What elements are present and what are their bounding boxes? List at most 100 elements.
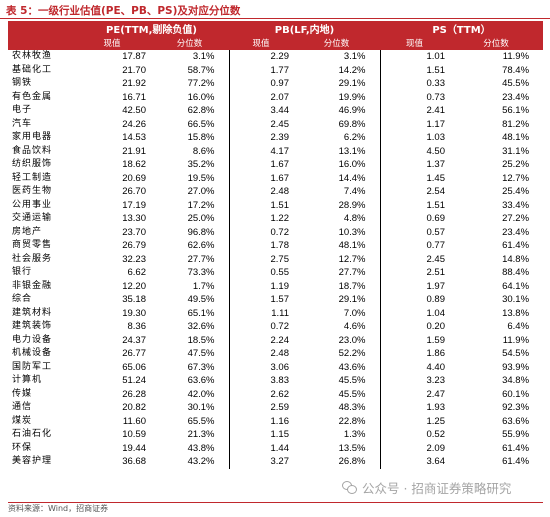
wechat-icon [342,480,358,494]
ps-value-cell: 1.25 [379,414,449,428]
pb-value-cell: 2.75 [228,252,293,266]
pe-value-cell: 26.28 [122,388,146,400]
pb-percentile-cell: 69.8% [338,118,366,130]
ps-percentile-cell: 54.5% [502,348,530,359]
header-pe-percentile: 分位数 [150,36,229,50]
table-row: 轻工制造 20.69 19.5% 1.67 14.4% 1.45 12.7% [8,171,543,185]
ps-percentile-cell: 48.1% [502,132,530,143]
industry-cell: 商贸零售 [12,240,53,250]
pe-value-cell: 26.70 [122,186,146,197]
pb-value-cell: 4.17 [228,144,293,158]
pe-value-cell: 10.59 [122,429,146,440]
ps-value-cell: 1.01 [379,50,449,64]
table-row: 基础化工 21.70 58.7% 1.77 14.2% 1.51 78.4% [8,63,543,77]
pb-value-cell: 2.45 [228,117,293,131]
industry-cell: 房地产 [12,226,43,237]
industry-cell: 银行 [12,267,33,277]
industry-cell: 公用事业 [12,199,53,210]
table-row: 家用电器 14.53 15.8% 2.39 6.2% 1.03 48.1% [8,131,543,145]
pb-value-cell: 1.16 [228,414,293,428]
header-ps: PS（TTM） [380,21,544,36]
table-body: 农林牧渔 17.87 3.1% 2.29 3.1% 1.01 11.9% 基础化工 21.70 5… [8,50,543,469]
pe-value-cell: 8.36 [127,321,147,332]
industry-cell: 家用电器 [12,132,53,142]
pb-value-cell: 1.44 [228,441,293,455]
pe-value-cell: 65.06 [122,361,146,373]
pb-value-cell: 1.67 [228,171,293,185]
industry-cell: 有色金属 [12,91,53,102]
ps-value-cell: 2.51 [379,266,449,280]
table-row: 农林牧渔 17.87 3.1% 2.29 3.1% 1.01 11.9% [8,50,543,64]
ps-percentile-cell: 56.1% [502,105,530,116]
pb-value-cell: 3.44 [228,104,293,118]
pe-value-cell: 20.69 [122,172,146,184]
pe-value-cell: 21.92 [122,78,146,89]
table-row: 银行 6.62 73.3% 0.55 27.7% 2.51 88.4% [8,266,543,280]
table-row: 非银金融 12.20 1.7% 1.19 18.7% 1.97 64.1% [8,279,543,293]
industry-cell: 食品饮料 [12,145,53,156]
ps-value-cell: 0.89 [379,293,449,307]
industry-cell: 交通运输 [12,213,53,223]
pb-value-cell: 0.72 [228,225,293,239]
ps-value-cell: 0.33 [379,77,449,91]
industry-cell: 国防军工 [12,361,53,372]
pb-percentile-cell: 14.4% [338,172,366,184]
pe-percentile-cell: 30.1% [187,402,215,413]
header-pe: PE(TTM,剔除负值) [74,21,229,36]
pb-percentile-cell: 48.1% [338,240,366,251]
pb-value-cell: 1.11 [228,306,293,320]
ps-value-cell: 1.51 [379,198,449,212]
pb-value-cell: 1.67 [228,158,293,172]
table-row: 社会服务 32.23 27.7% 2.75 12.7% 2.45 14.8% [8,252,543,266]
ps-percentile-cell: 34.8% [502,375,530,386]
valuation-table: PE(TTM,剔除负值) PB(LF,内地) PS（TTM） 现值 分位数 现值… [8,21,544,469]
table-row: 纺织服饰 18.62 35.2% 1.67 16.0% 1.37 25.2% [8,158,543,172]
ps-percentile-cell: 25.4% [502,186,530,197]
pb-percentile-cell: 7.0% [343,307,366,319]
pb-value-cell: 0.55 [228,266,293,280]
industry-cell: 轻工制造 [12,172,53,183]
pe-value-cell: 18.62 [122,159,146,170]
pe-value-cell: 16.71 [122,91,146,103]
ps-percentile-cell: 11.9% [502,334,530,346]
ps-percentile-cell: 81.2% [502,118,530,130]
pb-value-cell: 3.83 [228,374,293,388]
table-row: 商贸零售 26.79 62.6% 1.78 48.1% 0.77 61.4% [8,239,543,253]
ps-percentile-cell: 33.4% [502,199,530,211]
pb-value-cell: 1.22 [228,212,293,226]
pb-percentile-cell: 13.1% [338,145,366,157]
pb-value-cell: 0.97 [228,77,293,91]
pe-value-cell: 23.70 [122,226,146,238]
pb-percentile-cell: 28.9% [338,199,366,211]
pe-value-cell: 17.87 [122,51,146,62]
pe-percentile-cell: 47.5% [187,348,215,359]
pe-percentile-cell: 43.2% [187,456,215,467]
header-pb-current: 现值 [229,36,293,50]
ps-value-cell: 0.20 [379,320,449,334]
pe-value-cell: 21.70 [122,64,146,76]
pe-percentile-cell: 73.3% [187,267,215,278]
pe-percentile-cell: 35.2% [187,159,215,170]
pe-value-cell: 26.79 [122,240,146,251]
ps-value-cell: 1.86 [379,347,449,361]
pe-value-cell: 13.30 [122,213,146,224]
ps-value-cell: 1.59 [379,333,449,347]
pb-value-cell: 2.07 [228,90,293,104]
table-row: 交通运输 13.30 25.0% 1.22 4.8% 0.69 27.2% [8,212,543,226]
ps-value-cell: 1.17 [379,117,449,131]
pe-percentile-cell: 16.0% [187,91,215,103]
ps-percentile-cell: 27.2% [502,213,530,224]
pe-percentile-cell: 66.5% [187,118,215,130]
pe-percentile-cell: 21.3% [187,429,215,440]
pe-value-cell: 32.23 [122,253,146,265]
pe-percentile-cell: 49.5% [187,294,215,305]
pb-percentile-cell: 4.8% [343,213,366,224]
industry-cell: 基础化工 [12,64,53,75]
pe-value-cell: 19.44 [122,442,146,454]
pb-percentile-cell: 27.7% [338,267,366,278]
pe-percentile-cell: 18.5% [187,334,215,346]
pe-percentile-cell: 27.7% [187,253,215,265]
industry-cell: 电子 [12,105,33,115]
pe-percentile-cell: 65.5% [187,415,215,427]
pe-value-cell: 26.77 [122,348,146,359]
